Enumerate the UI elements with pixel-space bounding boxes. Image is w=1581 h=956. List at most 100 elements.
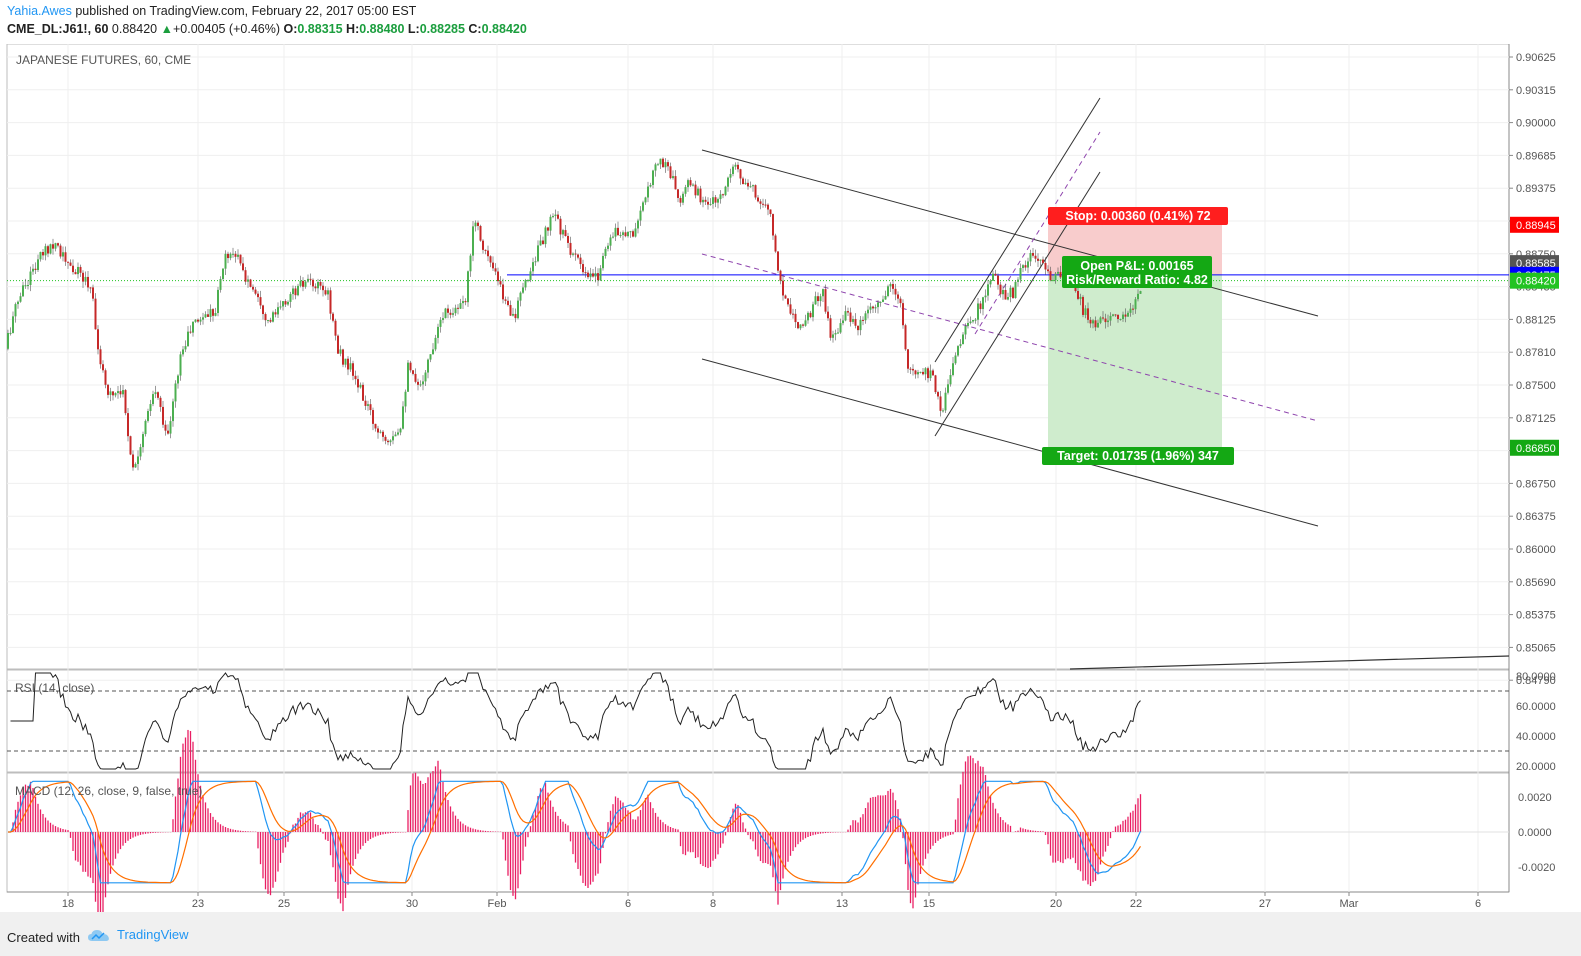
candle-body bbox=[177, 375, 179, 384]
candle-body bbox=[824, 289, 827, 312]
candle-body bbox=[247, 279, 249, 282]
candle-body bbox=[462, 301, 464, 304]
long-trend-line[interactable] bbox=[1069, 655, 1510, 670]
candle-body bbox=[267, 320, 269, 322]
candle-body bbox=[282, 301, 284, 307]
published-text: published on TradingView.com, February 2… bbox=[71, 4, 417, 18]
candle-body bbox=[357, 379, 359, 388]
candle-body bbox=[939, 396, 942, 411]
candle-body bbox=[147, 411, 149, 421]
time-tick-label: 6 bbox=[1475, 898, 1481, 910]
candle-body bbox=[284, 301, 287, 305]
candle-body bbox=[782, 280, 784, 296]
candle-body bbox=[779, 270, 782, 281]
candle-body bbox=[19, 296, 22, 302]
candle-body bbox=[277, 307, 279, 315]
candle-body bbox=[1112, 314, 1114, 316]
candle-body bbox=[1129, 308, 1132, 313]
price-tick-label: 0.84790 bbox=[1516, 675, 1556, 687]
high-label: H: bbox=[346, 22, 360, 36]
candle-body bbox=[412, 370, 414, 374]
candle-body bbox=[664, 162, 667, 168]
candle-body bbox=[634, 228, 637, 237]
price-tick-label: 0.85375 bbox=[1516, 610, 1556, 622]
candle-body bbox=[909, 368, 912, 370]
signal-line[interactable] bbox=[8, 780, 1142, 884]
stop-label-box[interactable] bbox=[1048, 207, 1228, 225]
candle-body bbox=[727, 177, 729, 187]
candle-body bbox=[64, 252, 67, 262]
rsi-pane[interactable] bbox=[7, 672, 1509, 770]
candlestick-series[interactable] bbox=[7, 157, 1142, 471]
candle-body bbox=[777, 251, 779, 271]
candle-body bbox=[517, 300, 519, 319]
candle-body bbox=[464, 301, 467, 303]
candle-body bbox=[234, 253, 237, 257]
rsi-line[interactable] bbox=[10, 672, 1141, 770]
candle-body bbox=[1104, 318, 1107, 323]
candle-body bbox=[1034, 255, 1037, 259]
candle-body bbox=[374, 423, 377, 429]
price-tick-label: 0.85690 bbox=[1516, 577, 1556, 589]
candle-body bbox=[174, 383, 177, 402]
candle-body bbox=[217, 289, 219, 314]
chart-canvas[interactable]: 0.906250.903150.900000.896850.893750.890… bbox=[0, 44, 1581, 912]
candle-body bbox=[867, 309, 869, 314]
candle-body bbox=[899, 298, 902, 304]
time-tick-label: 25 bbox=[278, 898, 290, 910]
candle-body bbox=[502, 284, 504, 300]
candle-body bbox=[557, 214, 559, 219]
time-tick-label: 15 bbox=[923, 898, 935, 910]
candle-body bbox=[757, 197, 759, 202]
candle-body bbox=[117, 391, 119, 394]
candle-body bbox=[869, 306, 872, 310]
candle-body bbox=[914, 370, 917, 375]
candle-body bbox=[79, 266, 82, 273]
tradingview-link[interactable]: TradingView bbox=[87, 927, 189, 942]
candle-body bbox=[1024, 265, 1027, 268]
candle-body bbox=[7, 333, 9, 349]
candle-body bbox=[1134, 299, 1137, 310]
low-value: 0.88285 bbox=[419, 22, 465, 36]
candle-body bbox=[609, 237, 612, 246]
channel-median-line[interactable] bbox=[701, 253, 1319, 422]
macd-pane[interactable] bbox=[7, 729, 1509, 912]
price-tick-label: 0.90315 bbox=[1516, 85, 1556, 97]
candle-body bbox=[249, 279, 252, 287]
channel-lower-line[interactable] bbox=[701, 358, 1319, 527]
target-label-box[interactable] bbox=[1042, 447, 1234, 465]
candle-body bbox=[932, 370, 934, 376]
candle-body bbox=[984, 295, 987, 298]
candle-body bbox=[124, 390, 127, 414]
candle-body bbox=[922, 371, 924, 375]
candle-body bbox=[504, 299, 507, 301]
candle-body bbox=[957, 346, 959, 356]
trend-channel-drawings[interactable] bbox=[7, 97, 1510, 670]
candle-body bbox=[689, 180, 692, 186]
candle-body bbox=[1029, 253, 1032, 262]
candle-body bbox=[17, 301, 19, 305]
rising-channel-median[interactable] bbox=[974, 131, 1101, 335]
candle-body bbox=[259, 297, 262, 306]
candle-body bbox=[564, 230, 567, 237]
candle-body bbox=[1054, 273, 1057, 281]
symbol-name[interactable]: CME_DL:J61!, 60 bbox=[7, 22, 109, 36]
candle-body bbox=[702, 199, 704, 203]
candle-body bbox=[394, 434, 397, 437]
price-tick-label: 0.86000 bbox=[1516, 544, 1556, 556]
candle-body bbox=[844, 311, 847, 321]
candle-body bbox=[332, 313, 334, 321]
candle-body bbox=[969, 321, 972, 323]
candle-body bbox=[894, 288, 897, 295]
macd-tick-label: -0.0020 bbox=[1518, 862, 1555, 874]
rising-channel-upper[interactable] bbox=[934, 97, 1101, 363]
candle-body bbox=[529, 271, 532, 281]
channel-upper-line[interactable] bbox=[701, 149, 1319, 317]
candle-body bbox=[1037, 258, 1039, 261]
candle-body bbox=[114, 393, 117, 396]
author-link[interactable]: Yahia.Awes bbox=[7, 4, 72, 18]
candle-body bbox=[1052, 280, 1054, 282]
pnl-box[interactable] bbox=[1062, 256, 1212, 288]
macd-line[interactable] bbox=[8, 780, 1142, 884]
candle-body bbox=[977, 303, 979, 320]
